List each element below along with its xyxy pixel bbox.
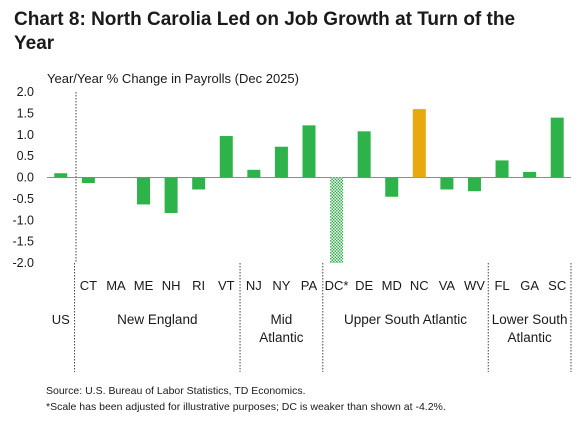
axes: 2.0 1.5 1.0 0.5 0.0 -0.5 -1.0 -1.5 -2.0 bbox=[12, 85, 571, 270]
y-tick-label: 0.5 bbox=[17, 149, 34, 163]
x-tick-label: NY bbox=[272, 278, 290, 293]
x-tick-label: DC* bbox=[325, 278, 349, 293]
x-tick-label: NJ bbox=[246, 278, 262, 293]
x-tick-label: VA bbox=[439, 278, 456, 293]
y-tick-label: -1.5 bbox=[12, 235, 34, 249]
group-labels: New England Mid Atlantic Upper South Atlant… bbox=[74, 263, 572, 372]
x-tick-label: NC bbox=[410, 278, 429, 293]
x-tick-label: MD bbox=[382, 278, 402, 293]
group-label: New England bbox=[117, 312, 197, 327]
chart-title: Chart 8: North Carolia Led on Job Growth… bbox=[14, 9, 516, 54]
y-tick-label: -1.0 bbox=[12, 213, 34, 227]
x-tick-label: RI bbox=[192, 278, 205, 293]
bar-pa bbox=[302, 125, 316, 178]
x-tick-label: VT bbox=[218, 278, 235, 293]
source-note: Source: U.S. Bureau of Labor Statistics,… bbox=[46, 385, 306, 397]
bar-vt bbox=[219, 136, 233, 178]
bar-md bbox=[385, 177, 399, 197]
footnote: *Scale has been adjusted for illustrativ… bbox=[46, 401, 446, 413]
y-tick-label: -0.5 bbox=[12, 192, 34, 206]
bar-dc bbox=[330, 177, 344, 263]
bar-fl bbox=[495, 160, 509, 178]
group-label: Upper South Atlantic bbox=[344, 312, 467, 327]
bar-ga bbox=[523, 171, 537, 178]
x-tick-label: NH bbox=[162, 278, 181, 293]
bar-va bbox=[440, 177, 454, 190]
bar-ny bbox=[274, 146, 288, 178]
bar-ri bbox=[192, 177, 206, 190]
group-label: Atlantic bbox=[259, 330, 304, 345]
x-tick-label: PA bbox=[301, 278, 318, 293]
x-tick-label: MA bbox=[106, 278, 126, 293]
x-tick-label: GA bbox=[520, 278, 539, 293]
bar-wv bbox=[467, 177, 481, 192]
bar-me bbox=[137, 177, 151, 205]
x-tick-label: ME bbox=[134, 278, 154, 293]
x-tick-label: FL bbox=[494, 278, 509, 293]
y-tick-label: 1.5 bbox=[17, 106, 34, 120]
x-tick-label: WV bbox=[464, 278, 485, 293]
bar-nc bbox=[412, 109, 426, 178]
bars bbox=[54, 109, 564, 263]
group-label: Lower South bbox=[492, 312, 568, 327]
y-tick-label: 1.0 bbox=[17, 128, 34, 142]
y-tick-label: 0.0 bbox=[17, 171, 34, 185]
bar-ct bbox=[81, 177, 95, 184]
group-label: Mid bbox=[271, 312, 293, 327]
bar-nj bbox=[247, 169, 261, 178]
group-label: Atlantic bbox=[507, 330, 552, 345]
y-tick-label: -2.0 bbox=[12, 256, 34, 270]
x-tick-label: US bbox=[52, 312, 70, 327]
y-tick-label: 2.0 bbox=[17, 85, 34, 99]
bar-sc bbox=[550, 117, 564, 178]
x-tick-label: SC bbox=[548, 278, 566, 293]
x-tick-label: CT bbox=[80, 278, 97, 293]
y-axis-label: Year/Year % Change in Payrolls (Dec 2025… bbox=[47, 71, 299, 86]
x-tick-label: DE bbox=[355, 278, 373, 293]
bar-us bbox=[54, 173, 68, 178]
x-tick-labels: US CT MA ME NH RI VT NJ NY PA DC* DE MD NC VA WV FL GA SC bbox=[52, 278, 566, 327]
bar-nh bbox=[164, 177, 178, 213]
bar-de bbox=[357, 131, 371, 178]
